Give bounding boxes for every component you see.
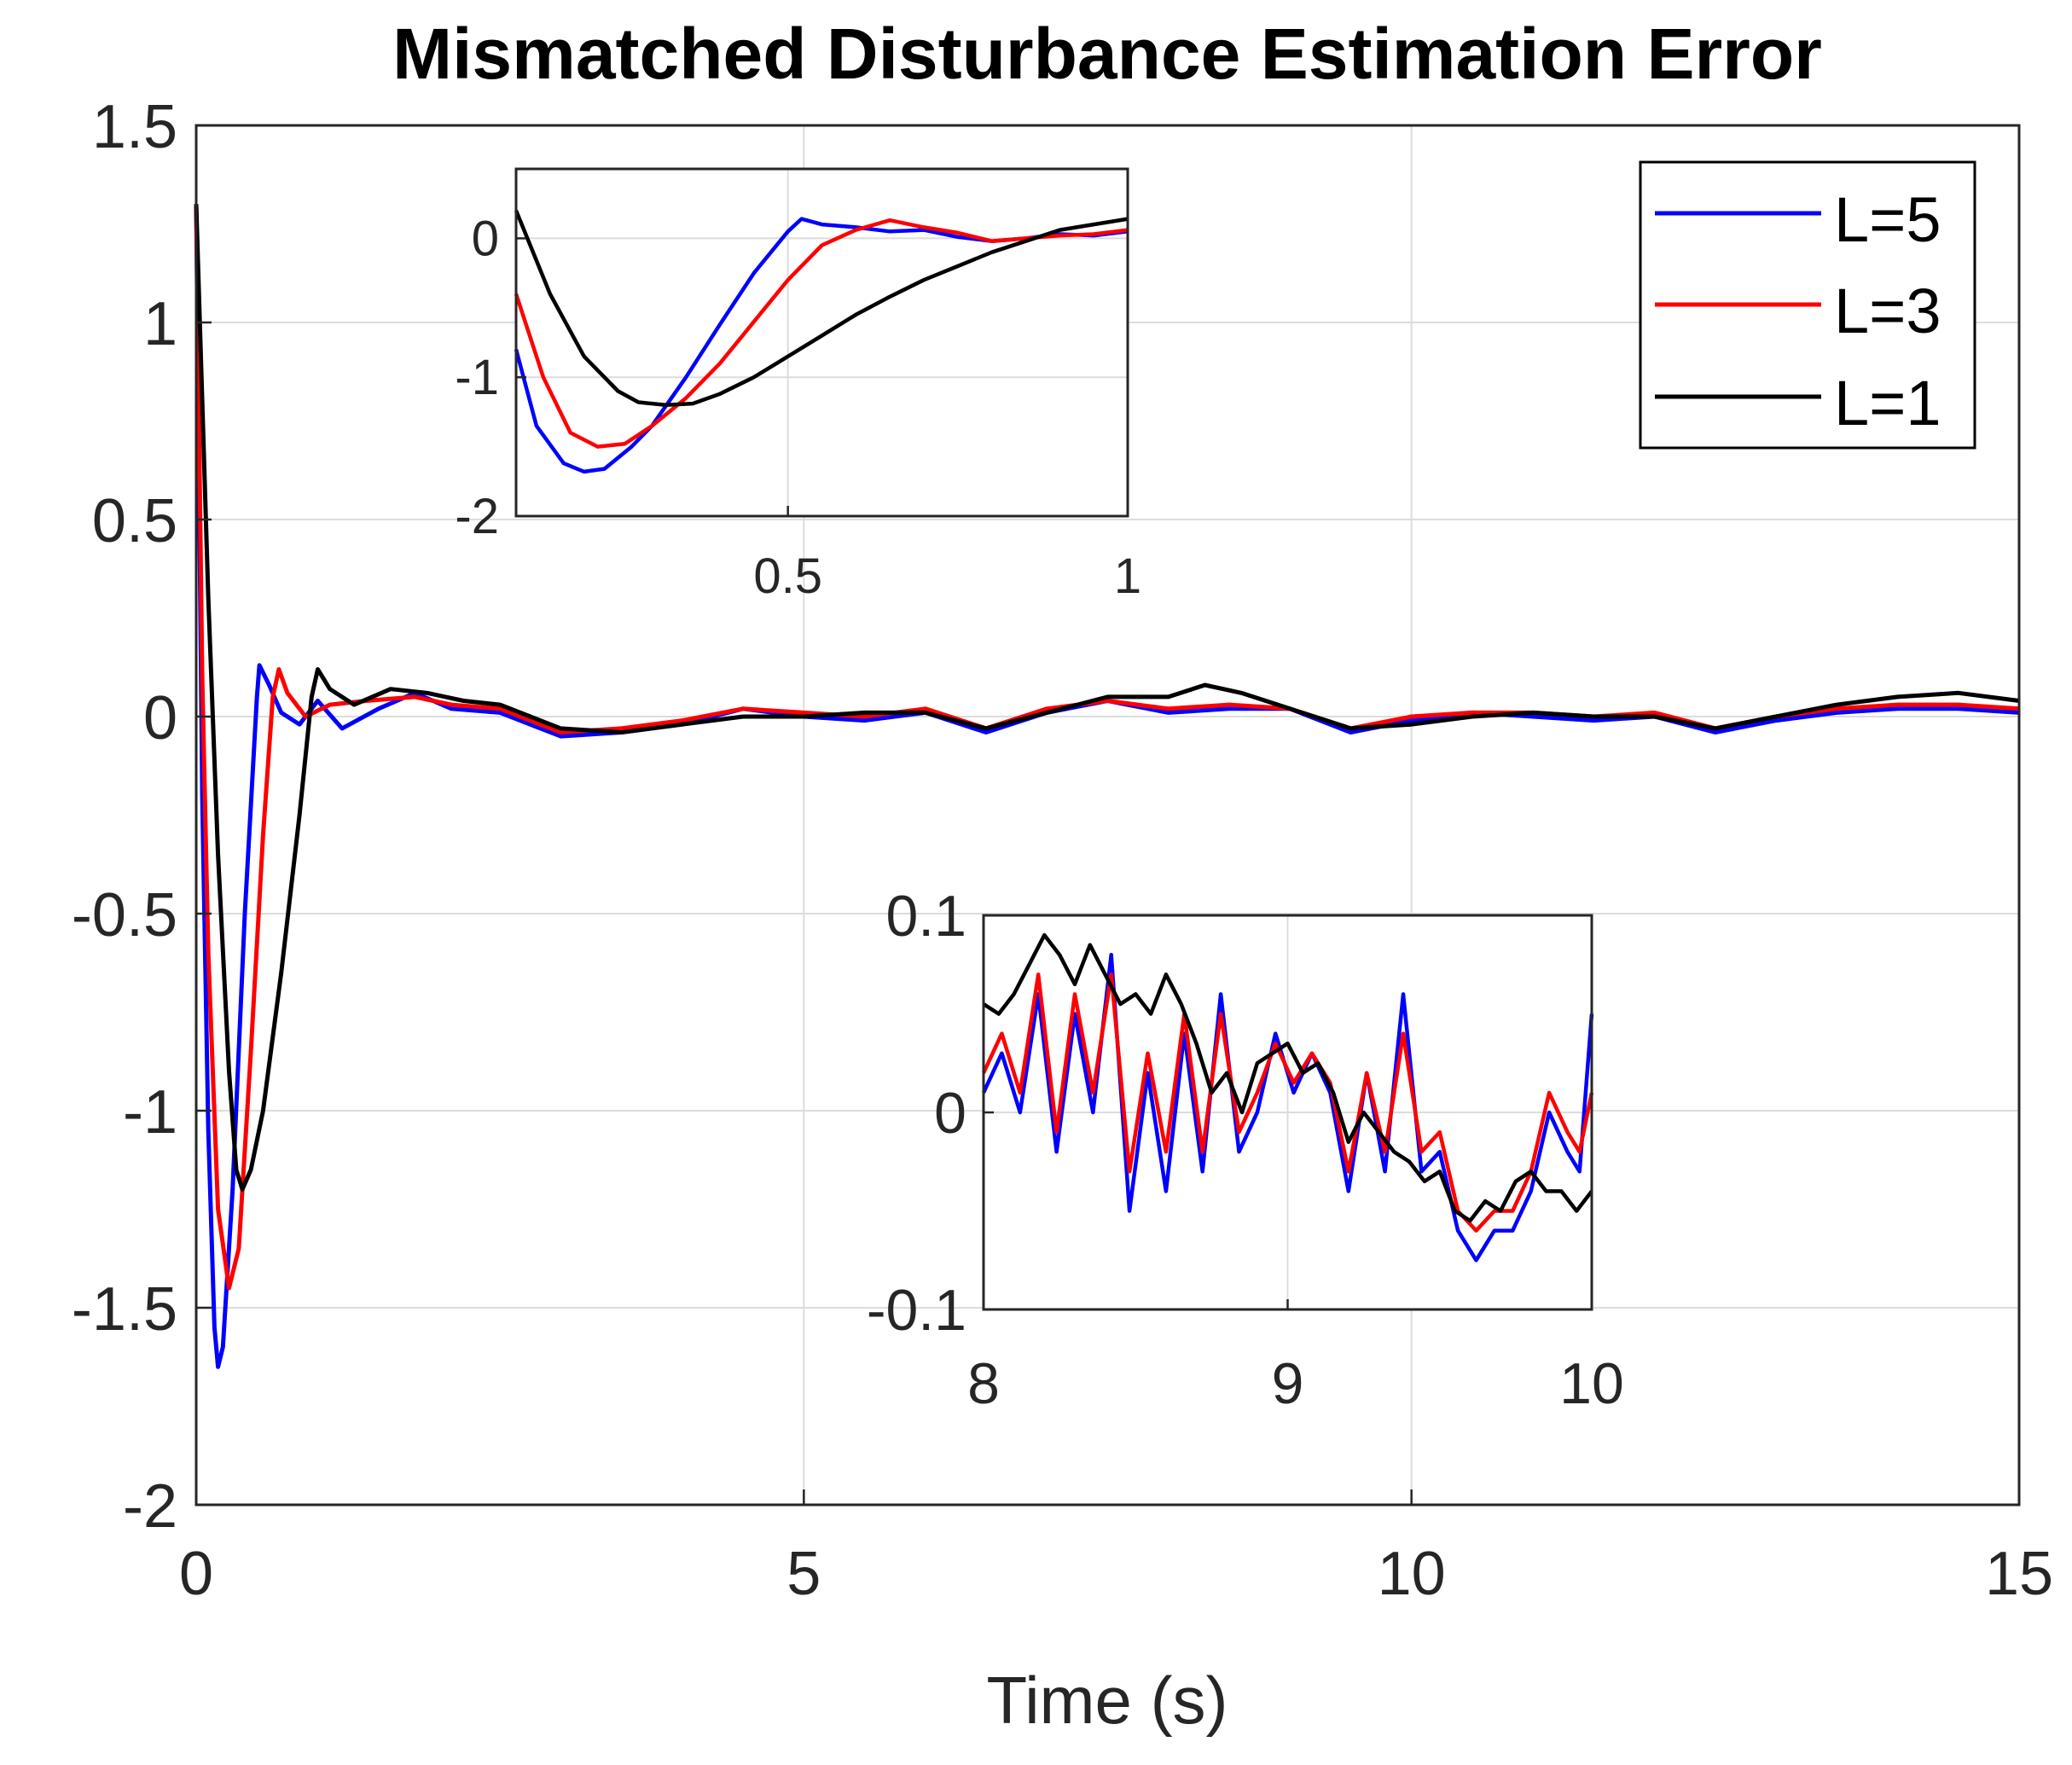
main-ytick-label-0: 0 (143, 684, 177, 752)
inset-bottom-axes: 8 9 10 -0.1 0 0.1 (867, 884, 1624, 1416)
inset-top-ticks: 0.5 1 -2 -1 0 (455, 211, 1141, 604)
inset-bottom-series-l-1 (982, 932, 1593, 1223)
main-ytick-label-1-5: -1.5 (72, 1275, 177, 1344)
inset-bottom-ytick-label-0: 0 (934, 1081, 966, 1146)
main-ytick-label-2: -2 (123, 1472, 177, 1541)
inset-bottom-series-l-5 (981, 952, 1594, 1263)
inset-bottom-ytick-label-0-1: -0.1 (867, 1278, 966, 1343)
main-ytick-label-1: -1 (123, 1078, 177, 1147)
inset-top-lines (514, 209, 1129, 474)
inset-top-ytick-label-0: 0 (472, 211, 499, 266)
main-xtick-label-0: 0 (179, 1540, 213, 1608)
inset-bottom-xtick-label-9: 9 (1272, 1351, 1304, 1416)
main-series-l-1 (194, 204, 2020, 1192)
chart-title: Mismatched Disturbance Estimation Error (392, 14, 1822, 94)
x-axis-label: Time (s) (986, 1663, 1228, 1738)
main-xtick-label-10: 10 (1378, 1540, 1446, 1608)
inset-top-ytick-label-1: -1 (455, 350, 499, 405)
main-xtick-label-5: 5 (786, 1540, 821, 1608)
inset-bottom-ytick-label-0-1: 0.1 (885, 884, 966, 949)
inset-top-ytick-label-2: -2 (455, 489, 499, 544)
inset-top-axes: 0.5 1 -2 -1 0 (455, 167, 1141, 604)
main-ytick-label-1-5: 1.5 (92, 93, 177, 161)
main-ytick-label-0-5: 0.5 (92, 487, 177, 555)
main-axes-box (194, 124, 2021, 1507)
inset-bottom-xtick-label-10: 10 (1559, 1351, 1624, 1416)
legend-label-l5: L=5 (1834, 184, 1941, 255)
legend-label-l3: L=3 (1834, 276, 1941, 346)
main-ytick-label-1: 1 (143, 290, 177, 358)
inset-top-series-l-1 (514, 209, 1129, 408)
inset-bottom-lines (981, 932, 1594, 1263)
inset-top-series-l-3 (514, 218, 1129, 449)
main-ticks: 0 5 10 15-2-1.5-1-0.500.511.5 (72, 93, 2053, 1608)
inset-top-axes-box (514, 167, 1129, 518)
inset-top-xtick-label-1: 1 (1114, 549, 1141, 604)
main-ytick-label-0-5: -0.5 (72, 881, 177, 949)
inset-top-xtick-label-0-5: 0.5 (753, 549, 822, 604)
main-lines (194, 204, 2020, 1369)
inset-bottom-ticks: 8 9 10 -0.1 0 0.1 (867, 884, 1624, 1416)
legend-label-l1: L=1 (1834, 368, 1941, 438)
main-xtick-label-15: 15 (1985, 1540, 2053, 1608)
legend: L=5 L=3 L=1 (1639, 160, 1976, 450)
inset-bottom-xtick-label-8: 8 (967, 1351, 1000, 1416)
